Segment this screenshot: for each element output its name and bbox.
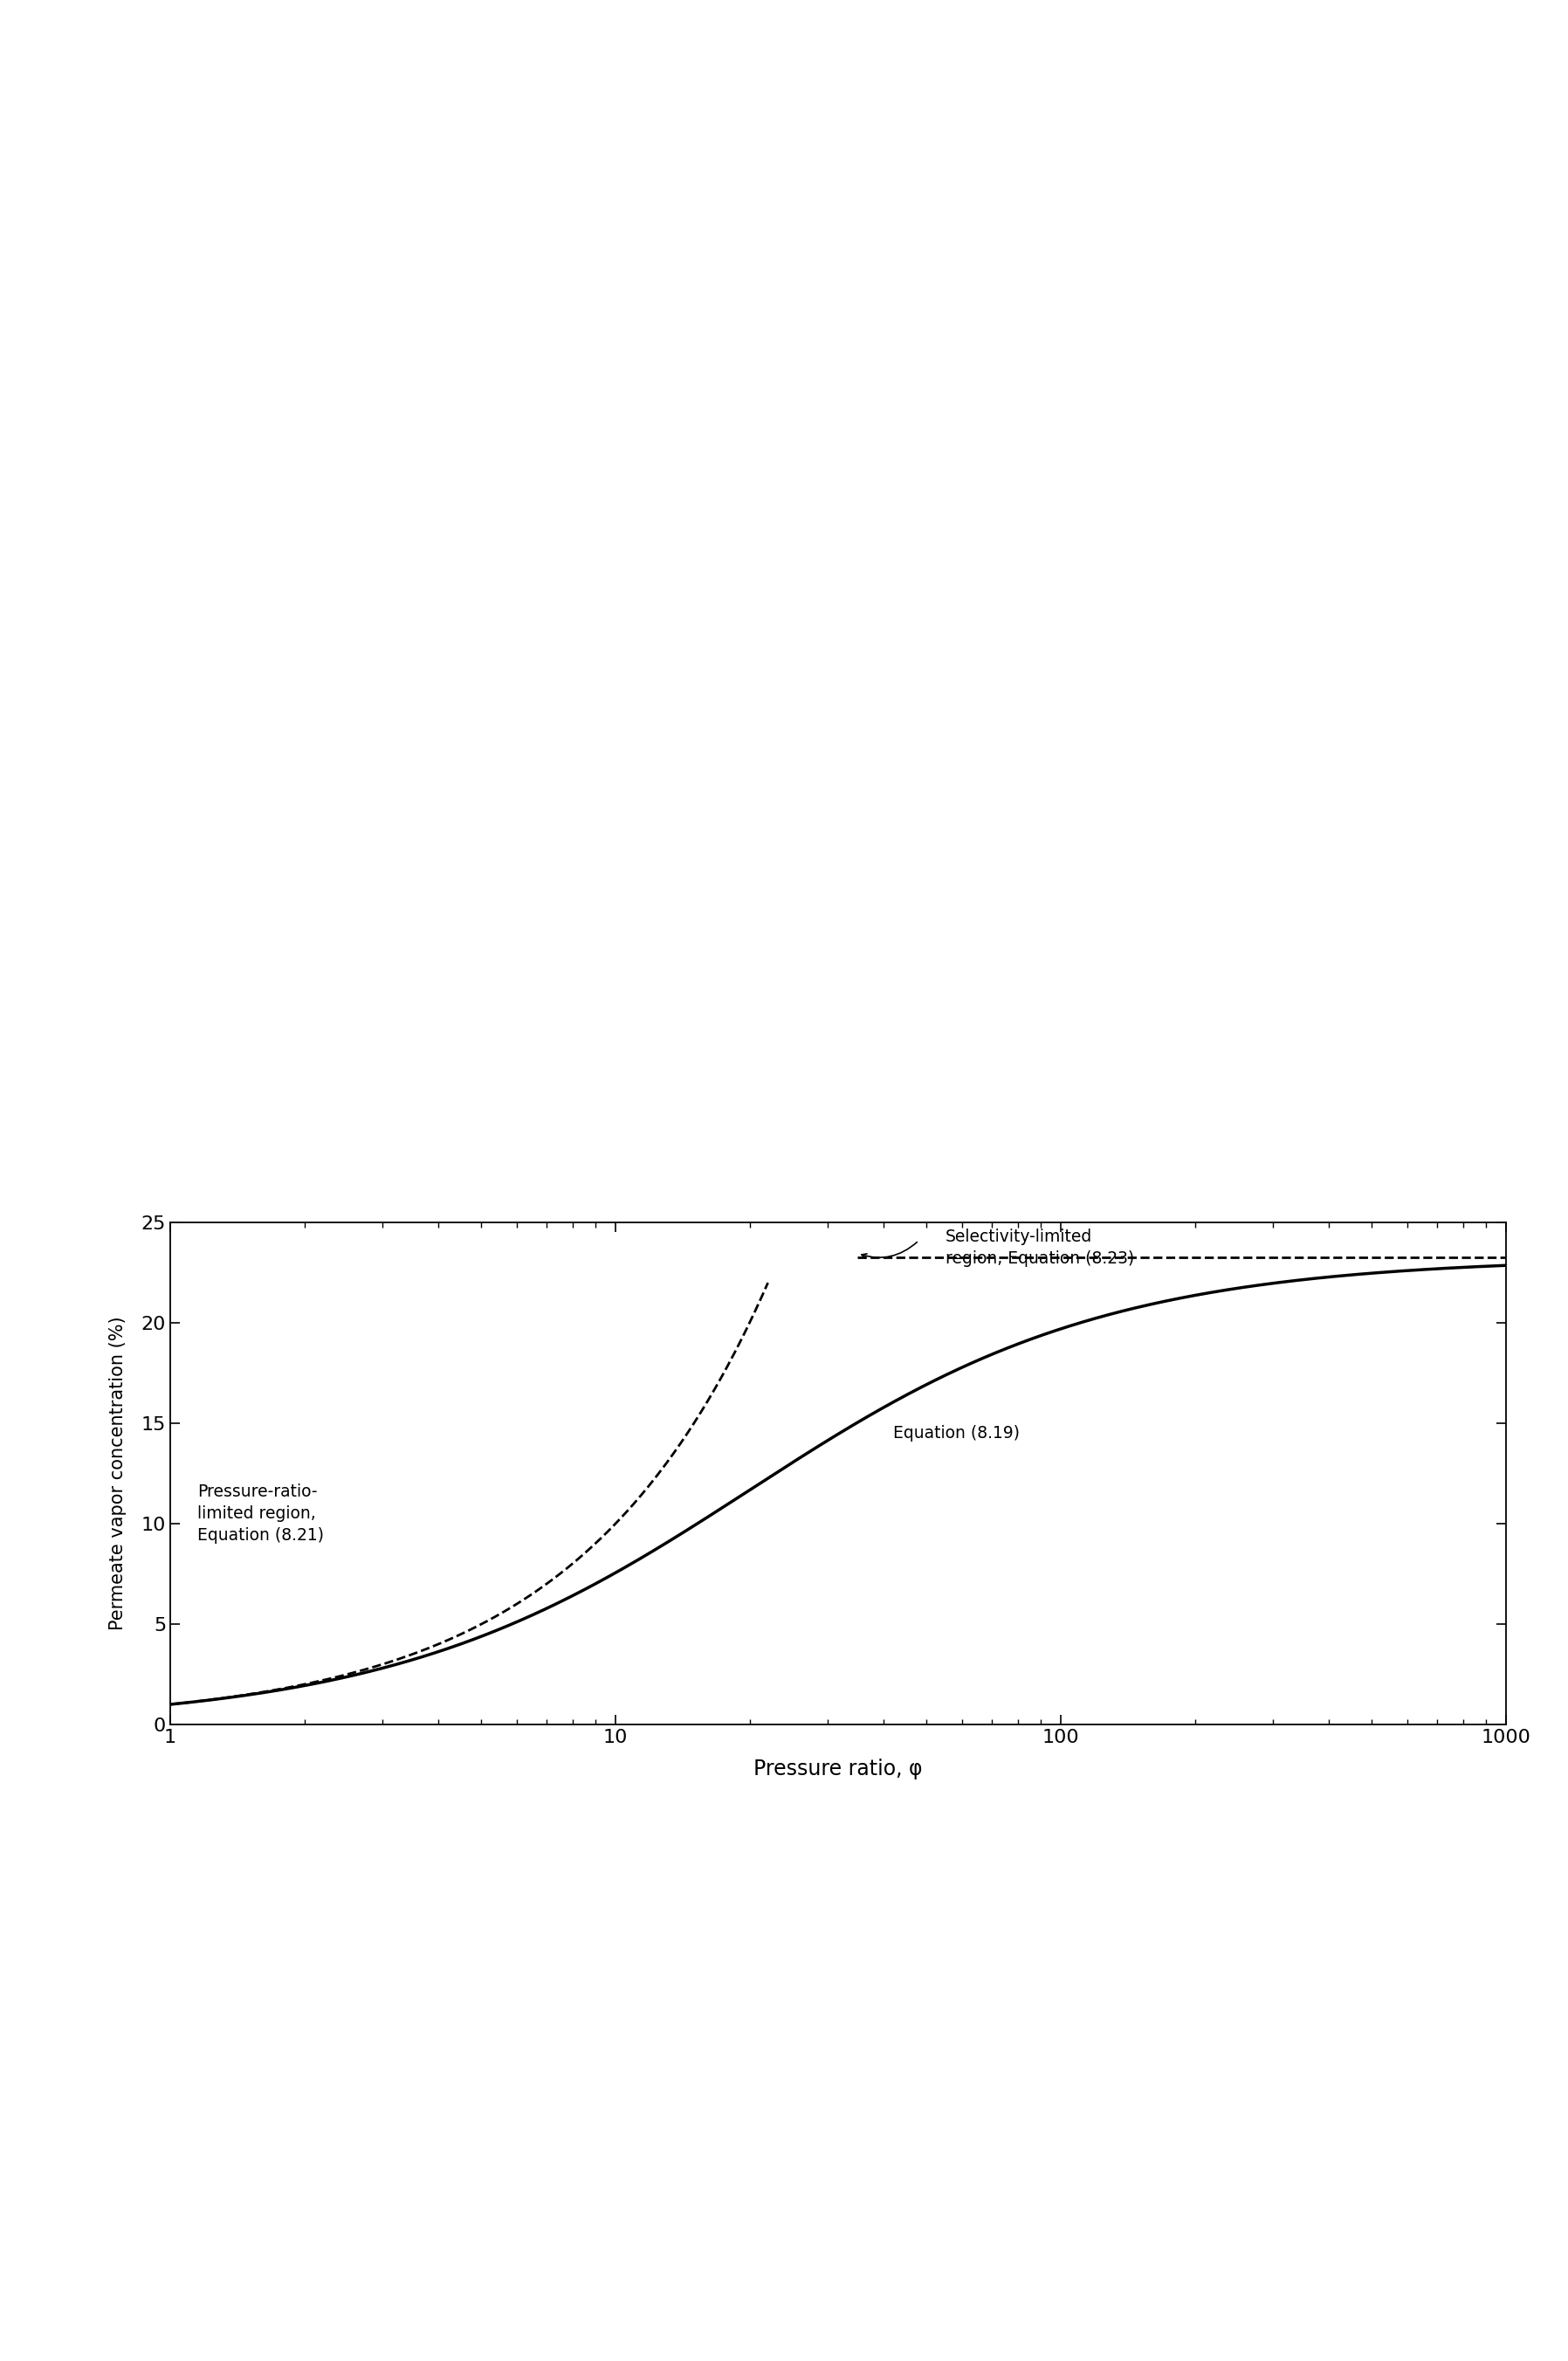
Text: Equation (8.19): Equation (8.19) <box>894 1426 1019 1443</box>
Text: Pressure-ratio-
limited region,
Equation (8.21): Pressure-ratio- limited region, Equation… <box>198 1483 325 1544</box>
Text: Selectivity-limited
region, Equation (8.23): Selectivity-limited region, Equation (8.… <box>946 1228 1134 1268</box>
Y-axis label: Permeate vapor concentration (%): Permeate vapor concentration (%) <box>110 1317 127 1631</box>
X-axis label: Pressure ratio, φ: Pressure ratio, φ <box>754 1759 922 1780</box>
